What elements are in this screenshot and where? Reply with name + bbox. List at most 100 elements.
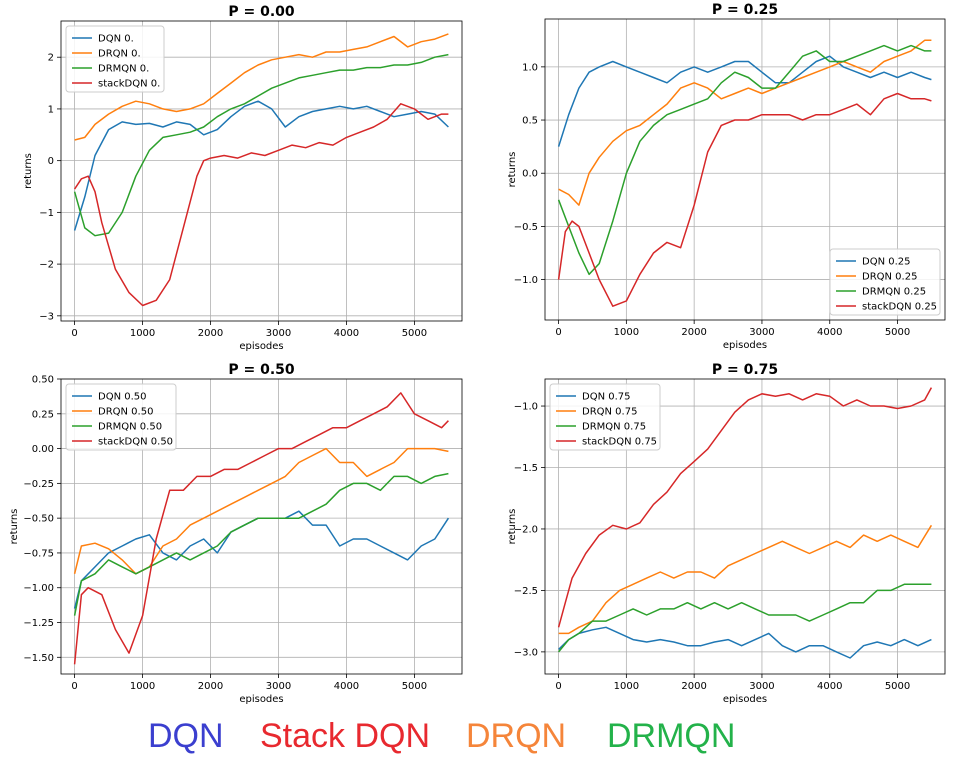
y-tick-label: −3: [39, 311, 54, 322]
y-axis-label: returns: [23, 153, 34, 189]
legend-entry: DQN 0.50: [98, 392, 147, 403]
series-line-4: [557, 387, 933, 628]
y-tick-label: −0.75: [23, 548, 54, 559]
legend-label-drmqn: DRMQN: [607, 717, 736, 755]
x-tick-label: 5000: [885, 327, 910, 338]
x-axis-label: episodes: [239, 341, 283, 352]
chart-panel-3: 0 1000 2000 3000 4000 5000 −1.50 −1.25 −1.00 −0.7…: [9, 362, 463, 705]
y-tick-label: 0.00: [32, 444, 54, 455]
series-line-1: [557, 55, 932, 147]
legend-label-dqn: DQN: [148, 717, 224, 755]
legend-entry: DRQN 0.: [98, 49, 141, 60]
legend-entry: DRQN 0.50: [98, 407, 153, 418]
x-axis-label: episodes: [723, 694, 767, 705]
legend-entry: stackDQN 0.75: [582, 437, 657, 448]
y-axis-label: returns: [9, 509, 20, 545]
y-axis-label: returns: [507, 152, 518, 188]
series-line-3: [557, 44, 932, 276]
x-tick-label: 4000: [817, 327, 842, 338]
series-line-3: [73, 53, 449, 237]
x-tick-label: 3000: [749, 327, 774, 338]
series-line-3: [73, 472, 449, 616]
y-tick-label: 0: [48, 156, 54, 167]
chart-title: P = 0.75: [712, 362, 778, 378]
plot-frame: [60, 378, 463, 675]
legend-entry: DQN 0.: [98, 34, 134, 45]
x-tick-label: 1000: [130, 328, 155, 339]
legend-entry: DQN 0.75: [582, 392, 631, 403]
chart-title: P = 0.50: [228, 362, 295, 378]
x-tick-label: 4000: [817, 681, 842, 692]
x-tick-label: 3000: [266, 328, 291, 339]
x-tick-label: 0: [71, 681, 77, 692]
x-tick-label: 1000: [614, 327, 639, 338]
y-tick-label: 0.5: [522, 116, 538, 127]
legend-box: [65, 383, 177, 451]
x-tick-label: 1000: [614, 681, 639, 692]
legend-entry: DRQN 0.75: [582, 407, 637, 418]
x-tick-label: 5000: [402, 328, 427, 339]
plot-frame: [544, 18, 946, 321]
x-tick-label: 0: [555, 681, 561, 692]
y-axis-label: returns: [507, 509, 518, 545]
series-line-2: [74, 33, 449, 141]
y-tick-label: −2.5: [514, 586, 538, 597]
x-tick-label: 1000: [130, 681, 155, 692]
y-tick-label: 0.50: [32, 375, 54, 386]
x-tick-label: 2000: [198, 681, 223, 692]
series-line-4: [73, 103, 449, 307]
y-tick-label: 1: [48, 104, 54, 115]
series-line-1: [73, 100, 449, 231]
y-tick-label: −2: [39, 260, 54, 271]
legend-box: [65, 25, 165, 93]
chart-panel-4: 0 1000 2000 3000 4000 5000 −3.0 −2.5 −2.0 −1.5 −1.…: [507, 362, 946, 705]
legend-entry: stackDQN 0.50: [98, 437, 173, 448]
legend-entry: DRMQN 0.: [98, 64, 149, 75]
series-line-4: [557, 92, 932, 307]
x-tick-label: 2000: [198, 328, 223, 339]
chart-title: P = 0.25: [712, 2, 778, 18]
series-line-2: [558, 524, 933, 635]
x-tick-label: 3000: [266, 681, 291, 692]
x-tick-label: 3000: [749, 681, 774, 692]
legend-entry: DRMQN 0.25: [862, 287, 926, 298]
y-tick-label: −1.25: [23, 618, 54, 629]
y-tick-label: −1.0: [514, 275, 538, 286]
y-tick-label: 0.0: [522, 169, 538, 180]
series-line-1: [558, 626, 932, 659]
legend-entry: DQN 0.25: [862, 257, 911, 268]
series-line-2: [73, 447, 449, 575]
legend-label-drqn: DRQN: [466, 717, 567, 755]
legend-entry: stackDQN 0.: [98, 79, 160, 90]
x-tick-label: 0: [555, 327, 561, 338]
series-line-3: [558, 583, 932, 653]
y-tick-label: 1.0: [522, 62, 538, 73]
y-tick-label: 2: [48, 53, 54, 64]
chart-panel-1: 0 1000 2000 3000 4000 5000 −3 −2 −1 0 1 2 P = 0.00 ep…: [23, 4, 463, 352]
plot-frame: [60, 20, 463, 322]
series-line-4: [73, 392, 449, 665]
y-tick-label: −1.00: [23, 583, 54, 594]
x-tick-label: 4000: [334, 328, 359, 339]
x-tick-label: 5000: [402, 681, 427, 692]
y-tick-label: 0.25: [32, 409, 54, 420]
y-tick-label: −0.50: [23, 514, 54, 525]
legend-box: [549, 383, 661, 451]
y-tick-label: −0.25: [23, 479, 54, 490]
legend-box: [829, 248, 941, 316]
legend-entry: DRMQN 0.50: [98, 422, 162, 433]
legend-label-stack-dqn: Stack DQN: [260, 717, 431, 755]
plot-frame: [544, 378, 946, 675]
x-axis-label: episodes: [723, 340, 767, 351]
x-axis-label: episodes: [239, 694, 283, 705]
legend-entry: stackDQN 0.25: [862, 302, 937, 313]
y-tick-label: −1.0: [514, 402, 538, 413]
x-tick-label: 2000: [681, 681, 706, 692]
y-tick-label: −1.5: [514, 463, 538, 474]
x-tick-label: 0: [71, 328, 77, 339]
chart-title: P = 0.00: [228, 4, 295, 20]
chart-panel-2: 0 1000 2000 3000 4000 5000 −1.0 −0.5 0.0 0.5 1.0 P …: [507, 2, 946, 351]
x-tick-label: 5000: [885, 681, 910, 692]
series-line-2: [558, 39, 932, 206]
